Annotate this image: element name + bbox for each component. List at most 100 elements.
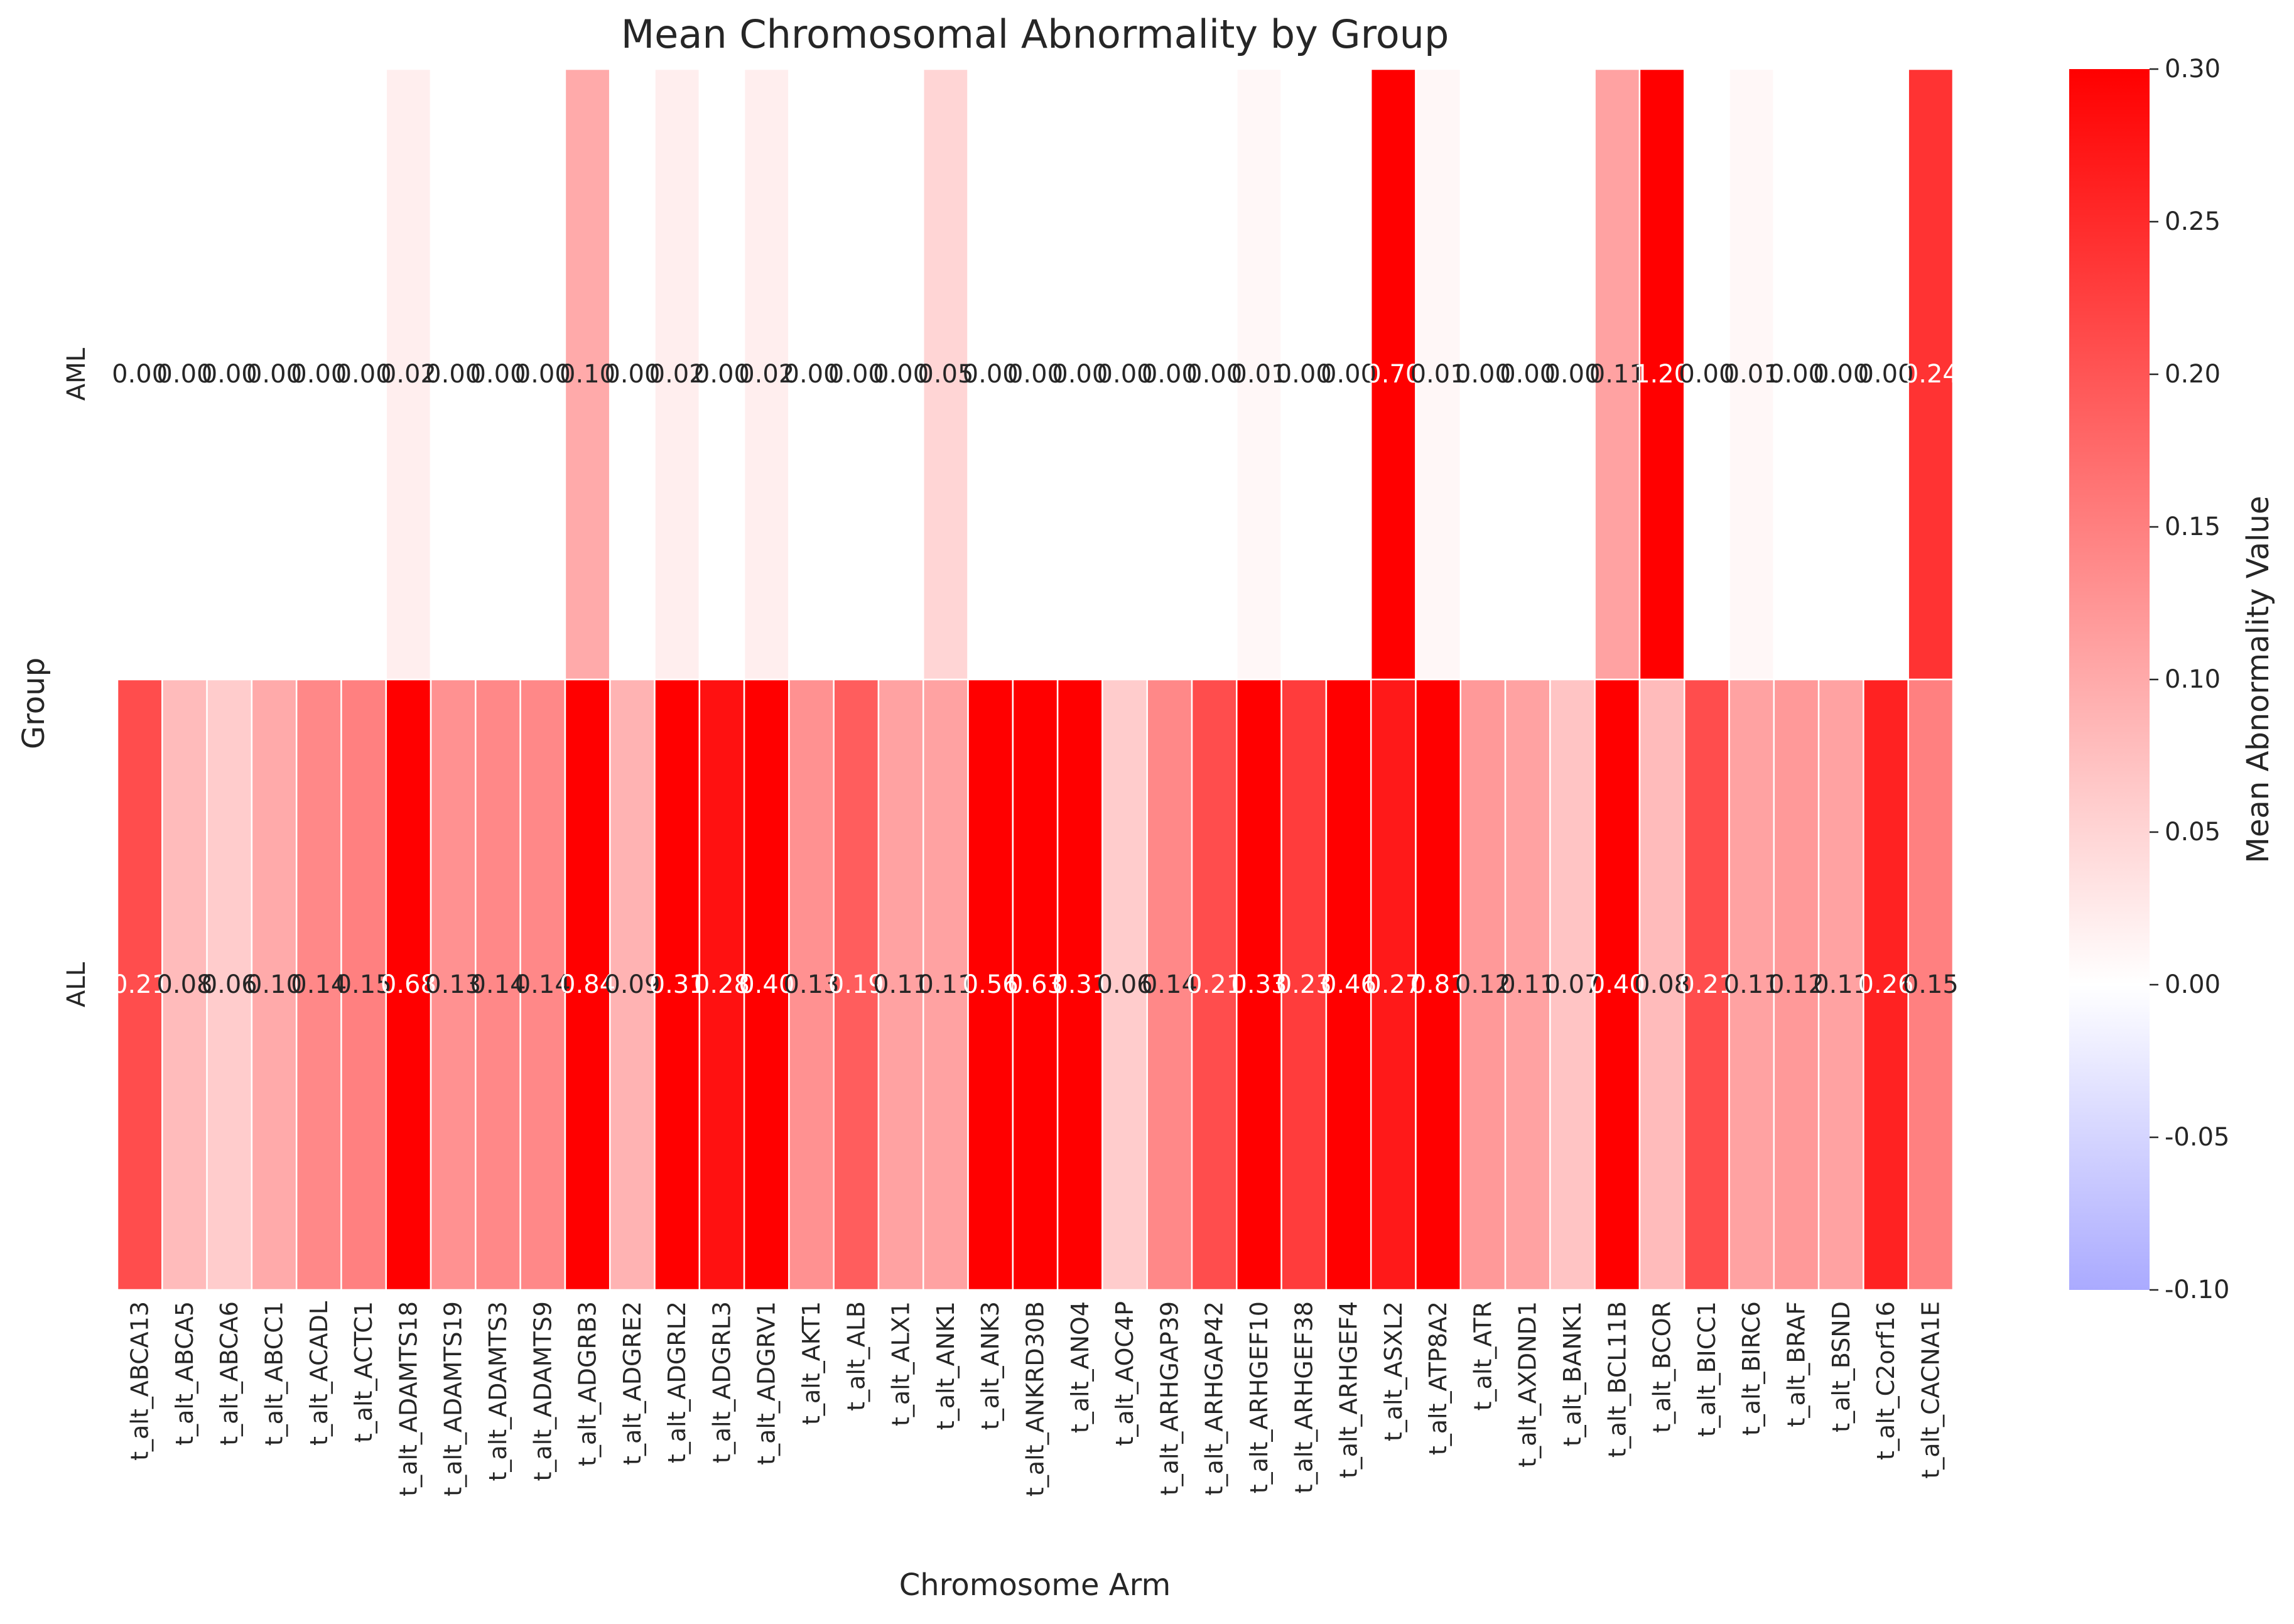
cell-value-label: 0.09 <box>604 970 660 999</box>
cell-value-label: 0.00 <box>1007 360 1063 389</box>
heatmap-cell <box>1012 678 1059 1291</box>
x-tick-label: t_alt_ACADL <box>305 1301 333 1446</box>
x-tick-label: t_alt_ADAMTS9 <box>529 1301 556 1481</box>
cell-value-label: 0.40 <box>739 970 794 999</box>
x-tick-label: t_alt_BCOR <box>1648 1301 1676 1433</box>
heatmap-cell <box>698 678 745 1291</box>
cell-value-label: 0.14 <box>291 970 347 999</box>
x-tick-label: t_alt_ARHGEF4 <box>1335 1301 1363 1478</box>
cell-value-label: 0.00 <box>1813 360 1869 389</box>
x-tick-label: t_alt_ARHGEF38 <box>1290 1301 1317 1493</box>
cell-annotations: 0.000.000.000.000.000.000.020.000.000.00… <box>112 360 1959 999</box>
cell-value-label: 0.00 <box>1097 360 1153 389</box>
heatmap-cell <box>922 678 969 1291</box>
x-tick-label: t_alt_ADGRL3 <box>708 1301 735 1463</box>
cell-value-label: 0.12 <box>1768 970 1824 999</box>
heatmap-cell <box>788 68 835 681</box>
colorbar-tick-label: 0.30 <box>2165 55 2221 84</box>
cell-value-label: 0.11 <box>1813 970 1869 999</box>
x-tick-label: t_alt_BANK1 <box>1559 1301 1586 1446</box>
cell-value-label: 0.13 <box>425 970 481 999</box>
x-tick-label: t_alt_ATR <box>1469 1301 1496 1410</box>
heatmap-cell <box>609 68 656 681</box>
cell-value-label: 0.81 <box>1410 970 1466 999</box>
cell-value-label: 0.27 <box>1365 970 1421 999</box>
cell-value-label: 0.02 <box>649 360 705 389</box>
cell-value-label: 0.00 <box>873 360 929 389</box>
cell-value-label: 0.21 <box>112 970 168 999</box>
heatmap-cell <box>1370 68 1417 681</box>
cell-value-label: 0.00 <box>112 360 168 389</box>
heatmap-cell <box>743 678 790 1291</box>
cell-value-label: 0.46 <box>1321 970 1377 999</box>
cell-value-label: 0.14 <box>1142 970 1198 999</box>
cell-value-label: 0.05 <box>917 360 973 389</box>
cell-value-label: 0.00 <box>1544 360 1600 389</box>
x-tick-label: t_alt_ARHGAP39 <box>1155 1301 1183 1495</box>
heatmap-cell <box>430 678 477 1291</box>
x-tick-label: t_alt_BCL11B <box>1603 1301 1631 1458</box>
cell-value-label: 0.23 <box>1276 970 1332 999</box>
colorbar-tick-label: 0.15 <box>2165 512 2221 541</box>
cell-value-label: 0.00 <box>784 360 840 389</box>
cell-value-label: 0.40 <box>1589 970 1645 999</box>
heatmap-cell <box>1280 678 1328 1291</box>
heatmap-cell <box>1325 68 1372 681</box>
x-tick-label: t_alt_ACTC1 <box>350 1301 377 1443</box>
cell-value-label: 0.11 <box>917 970 973 999</box>
heatmap-cell <box>1056 68 1103 681</box>
cell-value-label: 0.00 <box>336 360 392 389</box>
cell-value-label: 0.26 <box>1858 970 1914 999</box>
colorbar-tick-label: -0.10 <box>2165 1275 2230 1304</box>
cell-value-label: 0.21 <box>1186 970 1242 999</box>
x-tick-label: t_alt_AKT1 <box>798 1301 825 1425</box>
heatmap-cell <box>833 68 880 681</box>
heatmap-cell <box>1325 678 1372 1291</box>
cell-value-label: 0.00 <box>963 360 1019 389</box>
cell-value-label: 1.20 <box>1634 360 1690 389</box>
cell-value-label: 0.13 <box>784 970 840 999</box>
cell-value-label: 0.00 <box>1142 360 1198 389</box>
heatmap-cell <box>116 678 163 1291</box>
cell-value-label: 0.02 <box>739 360 794 389</box>
cell-value-label: 0.01 <box>1410 360 1466 389</box>
x-tick-label: t_alt_ABCA13 <box>126 1301 154 1461</box>
x-tick-label: t_alt_BRAF <box>1782 1301 1810 1427</box>
colorbar-tick-label: -0.05 <box>2165 1123 2230 1152</box>
heatmap-cell <box>967 678 1014 1291</box>
x-tick-label: t_alt_BICC1 <box>1693 1301 1721 1437</box>
heatmap-cell <box>340 678 387 1291</box>
cell-value-label: 0.00 <box>515 360 571 389</box>
x-tick-label: t_alt_ANKRD30B <box>1022 1301 1049 1497</box>
x-tick-label: t_alt_ALB <box>842 1301 870 1411</box>
cell-value-label: 0.00 <box>425 360 481 389</box>
cell-value-label: 0.11 <box>1589 360 1645 389</box>
heatmap-cell <box>251 678 298 1291</box>
cell-value-label: 0.00 <box>694 360 750 389</box>
x-tick-label: t_alt_BSND <box>1827 1301 1855 1432</box>
x-tick-label: t_alt_C2orf16 <box>1872 1301 1900 1460</box>
x-tick-label: t_alt_AXDND1 <box>1514 1301 1542 1468</box>
cell-value-label: 0.31 <box>1052 970 1108 999</box>
cell-value-label: 0.06 <box>202 970 257 999</box>
cell-value-label: 0.10 <box>560 360 615 389</box>
heatmap-cell <box>1638 678 1685 1291</box>
cell-value-label: 0.01 <box>1231 360 1287 389</box>
cell-value-label: 0.00 <box>1276 360 1332 389</box>
cell-value-label: 0.00 <box>828 360 884 389</box>
cell-value-label: 0.00 <box>1500 360 1555 389</box>
colorbar-tick-label: 0.10 <box>2165 665 2221 694</box>
cell-value-label: 0.00 <box>202 360 257 389</box>
heatmap-cell <box>1191 678 1238 1291</box>
cell-value-label: 0.00 <box>1858 360 1914 389</box>
cell-value-label: 0.08 <box>156 970 212 999</box>
cell-value-label: 0.00 <box>1186 360 1242 389</box>
heatmap-cell <box>877 678 924 1291</box>
heatmap-cell <box>340 68 387 681</box>
x-tick-label: t_alt_ASXL2 <box>1380 1301 1407 1441</box>
heatmap-cell <box>1863 68 1909 681</box>
x-tick-label: t_alt_ABCC1 <box>261 1301 288 1446</box>
heatmap-cell <box>1728 68 1775 681</box>
cell-value-label: 0.00 <box>246 360 302 389</box>
